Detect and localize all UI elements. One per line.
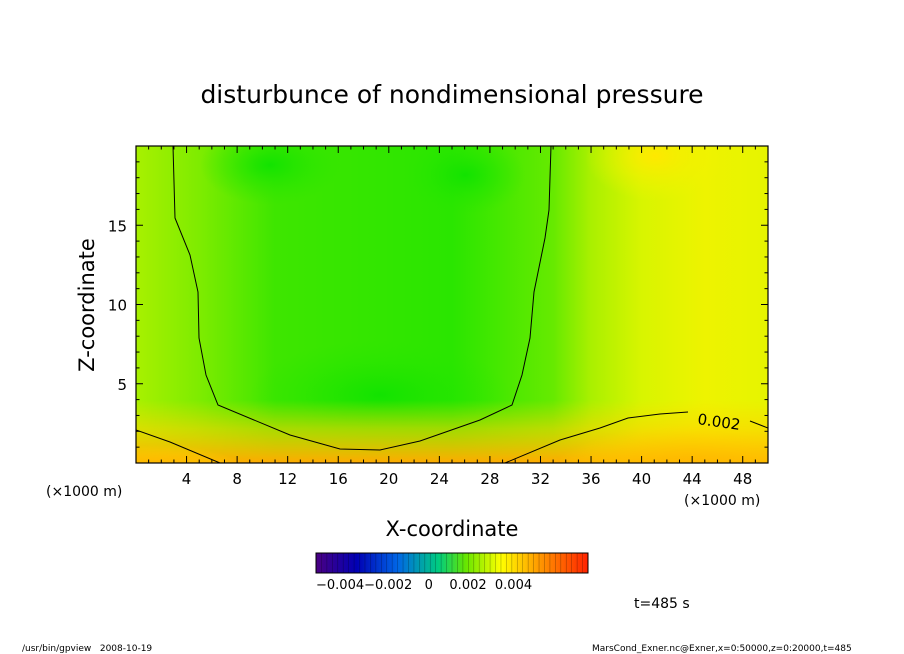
y-axis-label: Z-coordinate [75,238,99,372]
x-tick-label: 28 [480,470,499,488]
y-tick-label: 10 [108,297,127,315]
x-tick-label: 48 [733,470,752,488]
contour-zero [172,146,552,451]
x-unit-left: (×1000 m) [46,484,122,500]
x-tick-label: 4 [182,470,192,488]
x-tick-label: 44 [683,470,702,488]
footer-left: /usr/bin/gpview 2008-10-19 [22,644,152,654]
chart-title: disturbunce of nondimensional pressure [200,80,703,109]
x-tick-label: 12 [278,470,297,488]
x-axis-label: X-coordinate [386,517,519,541]
x-tick-label: 32 [531,470,550,488]
contour-positive-left [136,429,221,463]
x-unit-right: (×1000 m) [684,493,760,509]
x-tick-label: 16 [329,470,348,488]
time-label: t=485 s [634,596,690,612]
colorbar: −0.004−0.002 0 0.002 0.004 [315,552,589,593]
y-axis: 5 10 15 [108,145,768,464]
heatmap-field [136,146,768,463]
y-tick-label: 15 [108,217,127,235]
y-tick-label: 5 [117,376,127,394]
x-tick-label: 24 [430,470,449,488]
x-axis: 4 8 12 16 20 24 28 32 36 40 44 48 [135,146,769,488]
x-tick-label: 20 [379,470,398,488]
colorbar-tick-labels: −0.004−0.002 0 0.002 0.004 [316,578,532,593]
contour-positive-right [504,411,768,463]
footer-right: MarsCond_Exner.nc@Exner,x=0:50000,z=0:20… [592,644,852,654]
x-tick-label: 36 [581,470,600,488]
contour-label: 0.002 [696,410,741,434]
x-tick-label: 40 [632,470,651,488]
x-tick-label: 8 [232,470,242,488]
